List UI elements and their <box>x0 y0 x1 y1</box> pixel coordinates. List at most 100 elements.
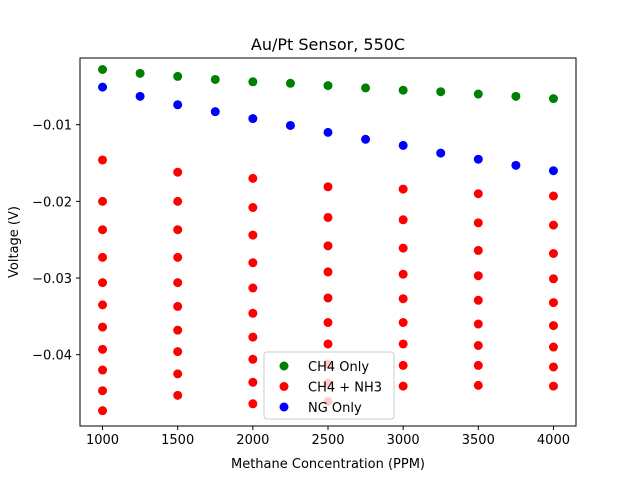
point-series2-10 <box>473 154 483 164</box>
point-series1-58 <box>473 380 483 390</box>
point-series1-31 <box>323 182 333 192</box>
y-tick-label: −0.04 <box>32 349 72 364</box>
point-series1-20 <box>173 390 183 400</box>
point-series2-11 <box>511 160 521 170</box>
point-series1-3 <box>98 252 108 262</box>
point-series1-4 <box>98 278 108 288</box>
x-tick-label: 1500 <box>161 433 194 448</box>
point-series0-2 <box>173 71 183 81</box>
point-series1-10 <box>98 406 108 416</box>
point-series1-7 <box>98 344 108 354</box>
x-tick-label: 3000 <box>387 433 420 448</box>
point-series1-63 <box>548 298 558 308</box>
legend: CH4 Only CH4 + NH3 NG Only <box>263 351 395 420</box>
x-tick-label: 1000 <box>86 433 119 448</box>
point-series1-41 <box>398 184 408 194</box>
point-series1-36 <box>323 318 333 327</box>
point-series0-9 <box>436 87 446 97</box>
point-series2-9 <box>436 148 446 158</box>
chart-title: Au/Pt Sensor, 550C <box>251 35 405 54</box>
point-series1-34 <box>323 267 333 277</box>
point-series1-55 <box>473 319 483 329</box>
point-series0-8 <box>398 85 408 95</box>
point-series2-4 <box>248 114 258 124</box>
point-series2-3 <box>210 107 220 117</box>
point-series1-5 <box>98 300 108 310</box>
point-series1-0 <box>98 155 108 165</box>
point-series1-18 <box>173 347 183 357</box>
point-series2-6 <box>323 127 333 137</box>
y-tick-label: −0.01 <box>32 119 72 134</box>
point-series1-21 <box>248 173 258 183</box>
point-series1-16 <box>173 301 183 311</box>
point-series1-62 <box>548 274 558 284</box>
point-series1-13 <box>173 225 183 235</box>
point-series1-66 <box>548 362 558 372</box>
y-tick-label: −0.02 <box>32 195 72 210</box>
point-series2-12 <box>548 166 558 176</box>
point-series1-48 <box>398 360 408 370</box>
point-series1-23 <box>248 230 258 240</box>
point-series1-28 <box>248 354 258 364</box>
point-series1-9 <box>98 386 108 396</box>
point-series2-5 <box>285 120 295 130</box>
point-series1-30 <box>248 399 258 409</box>
point-series1-46 <box>398 318 408 327</box>
point-series1-32 <box>323 212 333 222</box>
point-series0-1 <box>135 68 145 78</box>
x-tick-label: 4000 <box>537 433 570 448</box>
point-series2-7 <box>361 134 371 144</box>
point-series1-8 <box>98 365 108 375</box>
point-series2-0 <box>98 82 108 92</box>
legend-marker <box>279 382 289 391</box>
point-series0-6 <box>323 81 333 91</box>
point-series1-65 <box>548 342 558 352</box>
point-series1-14 <box>173 252 183 262</box>
x-axis: 1000 1500 2000 2500 3000 3500 4000 <box>86 426 570 448</box>
y-axis: −0.01 −0.02 −0.03 −0.04 <box>32 119 80 364</box>
point-series1-52 <box>473 245 483 255</box>
point-series1-59 <box>548 191 558 201</box>
point-series1-49 <box>398 381 408 391</box>
legend-box <box>263 351 395 420</box>
point-series1-42 <box>398 215 408 225</box>
x-tick-label: 2500 <box>311 433 344 448</box>
point-series1-53 <box>473 271 483 281</box>
point-series1-45 <box>398 294 408 304</box>
point-series1-2 <box>98 225 108 235</box>
point-series1-19 <box>173 369 183 379</box>
point-series0-10 <box>473 89 483 99</box>
point-series2-1 <box>135 91 145 101</box>
point-series1-6 <box>98 322 108 332</box>
legend-marker <box>279 402 289 412</box>
point-series1-22 <box>248 203 258 212</box>
legend-marker <box>279 361 289 371</box>
x-tick-label: 3500 <box>462 433 495 448</box>
point-series0-11 <box>511 91 521 101</box>
point-series1-60 <box>548 220 558 230</box>
point-series1-54 <box>473 295 483 305</box>
data-points <box>98 65 558 416</box>
legend-label: CH4 Only <box>308 360 369 375</box>
point-series1-44 <box>398 269 408 279</box>
point-series1-51 <box>473 218 483 228</box>
point-series1-64 <box>548 321 558 331</box>
point-series1-24 <box>248 258 258 268</box>
point-series0-12 <box>548 94 558 104</box>
x-tick-label: 2000 <box>236 433 269 448</box>
point-series0-3 <box>210 74 220 84</box>
legend-label: NG Only <box>308 401 362 416</box>
point-series1-11 <box>173 167 183 177</box>
point-series1-27 <box>248 332 258 342</box>
legend-label: CH4 + NH3 <box>308 381 382 396</box>
point-series0-4 <box>248 77 258 87</box>
point-series1-29 <box>248 377 258 387</box>
point-series1-15 <box>173 278 183 288</box>
point-series1-37 <box>323 339 333 349</box>
point-series1-56 <box>473 341 483 350</box>
point-series1-26 <box>248 308 258 318</box>
point-series1-25 <box>248 283 258 293</box>
point-series0-7 <box>361 83 371 93</box>
point-series1-47 <box>398 339 408 349</box>
